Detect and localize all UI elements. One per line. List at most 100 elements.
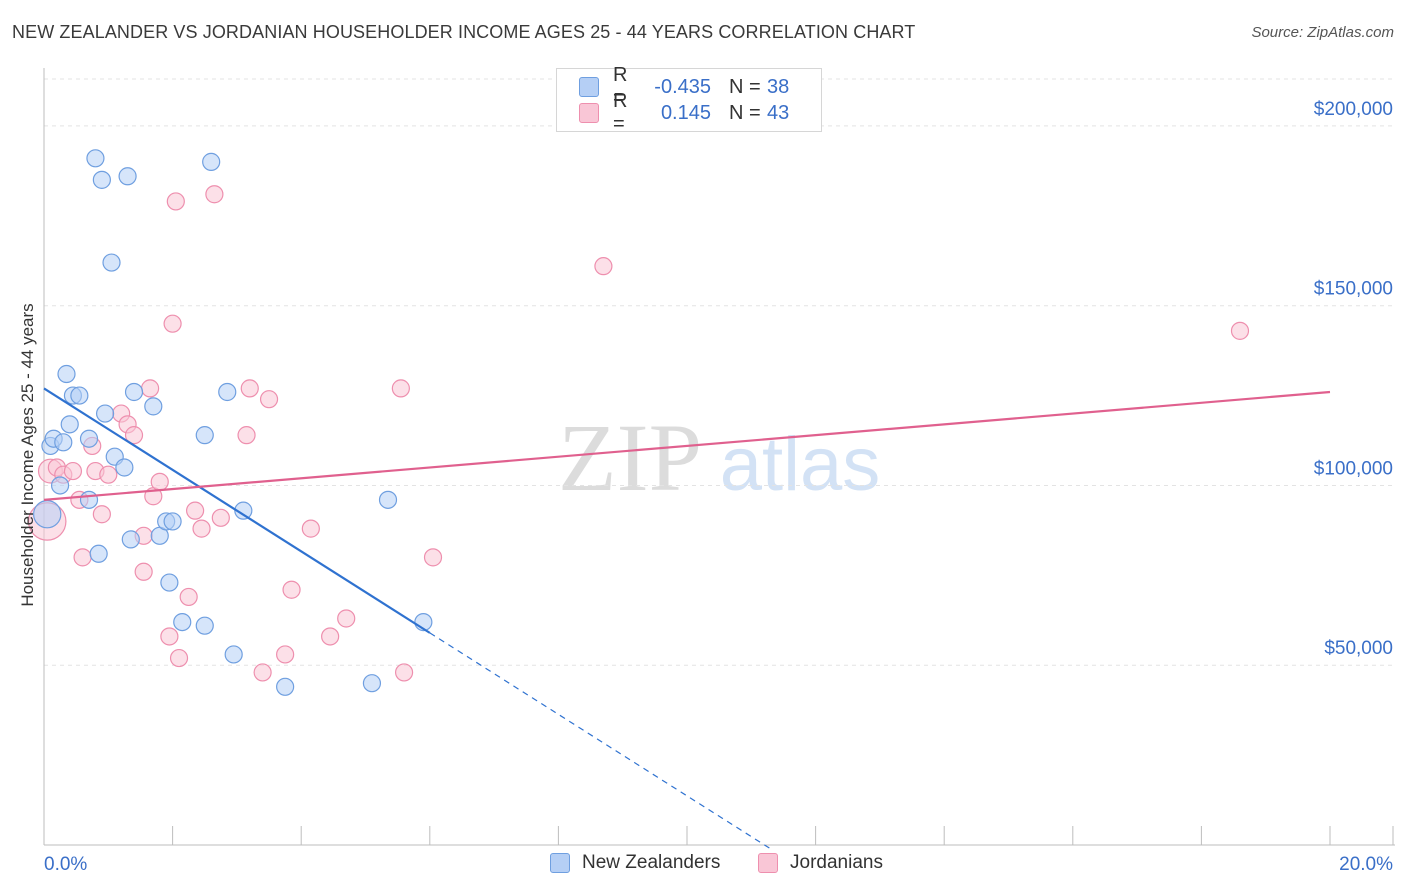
new-zealander-point [79, 490, 99, 509]
series-legend-jordanians[interactable]: Jordanians [758, 852, 883, 874]
legend-n-label: N = [729, 75, 761, 98]
x-tick-label-min: 0.0% [44, 854, 87, 875]
jordanian-point [423, 548, 443, 567]
new-zealander-point [160, 573, 179, 592]
new-zealander-point [362, 674, 382, 693]
jordanian-point [205, 185, 224, 204]
jordanian-point [179, 587, 198, 607]
jordanian-point [99, 465, 118, 484]
legend-r-value: 0.145 [660, 101, 711, 124]
series-swatch-blue [550, 853, 570, 873]
jordanian-point [259, 390, 279, 409]
jordanian-point [282, 580, 301, 599]
legend-swatch-blue [579, 77, 599, 97]
legend-row-new-zealanders: R = -0.435 N = 38 [579, 64, 790, 109]
y-tick-label: $100,000 [1314, 458, 1393, 479]
watermark-zip: ZIP [558, 404, 702, 511]
new-zealander-point [163, 512, 182, 531]
new-zealander-point [60, 415, 79, 434]
grid-lines [44, 78, 1395, 666]
jordanian-point [240, 379, 259, 398]
jordanian-point [186, 501, 205, 520]
new-zealander-point [234, 501, 253, 520]
y-tick-label: $50,000 [1324, 638, 1393, 659]
new-zealander-point [89, 544, 108, 563]
jordanian-point [163, 314, 182, 333]
jordanian-point [140, 379, 160, 398]
jordanian-point [92, 505, 111, 524]
jordanian-point [63, 461, 83, 481]
new-zealander-point [50, 476, 70, 495]
new-zealander-point [202, 152, 221, 171]
new-zealander-point [86, 149, 105, 168]
jordanian-point [1230, 321, 1250, 340]
jordanian-trend-line [43, 390, 1331, 501]
new-zealander-point [70, 386, 89, 405]
new-zealander-point [102, 253, 121, 272]
new-zealander-trend-line [43, 387, 431, 634]
series-legend-label: Jordanians [790, 852, 883, 873]
new-zealander-point [195, 426, 214, 445]
legend-r-value: -0.435 [654, 75, 711, 98]
legend-n-value: 43 [767, 101, 790, 124]
legend-n-value: 38 [767, 75, 790, 98]
watermark: ZIP atlas [558, 404, 880, 511]
x-tick-label-max: 20.0% [1339, 854, 1393, 875]
new-zealander-point [79, 429, 99, 448]
legend-r-label: R = [613, 90, 628, 135]
new-zealander-trend-extension [429, 632, 771, 850]
jordanian-point [160, 627, 179, 646]
new-zealander-point [276, 677, 295, 696]
jordanian-point [134, 562, 153, 581]
new-zealander-point [144, 397, 163, 416]
axes [43, 68, 1395, 846]
jordanian-point [124, 426, 144, 445]
y-tick-label: $150,000 [1314, 279, 1393, 300]
new-zealander-point [218, 382, 237, 402]
legend-r-label: R = [613, 64, 628, 109]
jordanian-point [301, 519, 320, 538]
jordanian-point [391, 379, 410, 398]
series-legend: New Zealanders Jordanians [0, 852, 1406, 876]
jordanian-point [169, 648, 189, 668]
new-zealanders-points [33, 149, 433, 696]
new-zealander-point [95, 404, 115, 423]
jordanian-point [321, 627, 340, 646]
chart-title: NEW ZEALANDER VS JORDANIAN HOUSEHOLDER I… [12, 22, 916, 42]
jordanian-point [166, 192, 185, 211]
series-legend-new-zealanders[interactable]: New Zealanders [550, 852, 720, 874]
stats-legend: R = -0.435 N = 38 R = 0.145 N = 43 [556, 64, 822, 135]
jordanian-point [394, 663, 414, 682]
jordanian-point [73, 548, 92, 567]
new-zealander-point [92, 170, 111, 189]
legend-row-jordanians: R = 0.145 N = 43 [579, 90, 790, 135]
jordanian-point [337, 609, 356, 628]
new-zealander-point [378, 490, 398, 509]
jordanian-point [253, 663, 272, 682]
jordanian-point [594, 257, 613, 276]
new-zealander-point [195, 616, 214, 635]
y-tick-label: $200,000 [1314, 99, 1393, 120]
jordanian-point [192, 519, 211, 538]
jordanian-point [150, 472, 169, 491]
jordanian-point [211, 508, 230, 527]
new-zealander-point [118, 167, 137, 186]
new-zealander-point [121, 530, 140, 549]
new-zealander-point [57, 364, 76, 384]
legend-swatch-pink [579, 103, 599, 123]
new-zealander-point [173, 612, 192, 632]
watermark-atlas: atlas [720, 422, 881, 507]
jordanian-point [276, 645, 295, 664]
jordanians-points [27, 185, 1250, 682]
series-legend-label: New Zealanders [582, 852, 721, 873]
jordanian-point [237, 426, 256, 445]
y-tick-labels: $50,000 $100,000 $150,000 $200,000 [1314, 99, 1393, 659]
series-swatch-pink [758, 853, 778, 873]
new-zealander-point [115, 458, 134, 477]
new-zealander-point [54, 433, 73, 452]
new-zealander-point [124, 382, 144, 402]
new-zealander-point [224, 645, 243, 664]
x-tick-labels: 0.0% 20.0% [44, 854, 1393, 875]
trend-lines [43, 387, 1331, 850]
